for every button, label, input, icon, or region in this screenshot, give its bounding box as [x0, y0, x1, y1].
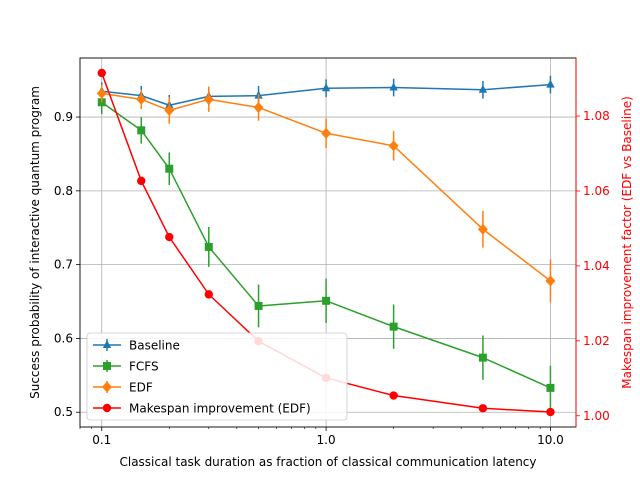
y-axis-label-left: Success probability of interactive quant… [28, 86, 42, 399]
data-point [546, 79, 555, 88]
data-point [389, 391, 398, 400]
y-tick-label-right: 1.08 [583, 109, 610, 123]
data-point [546, 407, 555, 417]
series-layer [96, 68, 556, 417]
data-point [322, 296, 331, 305]
data-point [478, 404, 488, 413]
legend-marker [102, 381, 112, 393]
x-tick-label: 10.0 [537, 433, 564, 447]
x-tick-label: 1.0 [317, 433, 336, 447]
data-point [478, 84, 488, 93]
data-point [165, 232, 174, 242]
data-point [96, 87, 107, 99]
legend-item: FCFS [93, 360, 159, 374]
data-point [137, 126, 146, 135]
y-tick-label-left: 0.9 [54, 110, 73, 124]
y-axis-label-right: Makespan improvement factor (EDF vs Base… [620, 96, 634, 389]
data-point [254, 301, 263, 310]
data-point [253, 101, 264, 113]
data-point [97, 68, 106, 78]
data-point [164, 104, 175, 116]
y-tick-label-right: 1.04 [583, 259, 610, 273]
legend-marker [102, 340, 112, 348]
data-point [321, 83, 331, 92]
legend-item: Makespan improvement (EDF) [93, 402, 311, 416]
legend: Baseline FCFS EDF Makespan improvement (EDF… [86, 332, 348, 421]
legend-box [86, 332, 348, 421]
legend-label: Baseline [129, 339, 180, 353]
y-tick-label-left: 0.5 [54, 405, 73, 419]
data-point [546, 383, 555, 392]
y-tick-label-right: 1.00 [583, 409, 610, 423]
y-tick-label-left: 0.8 [54, 184, 73, 198]
y-tick-label-left: 0.6 [54, 331, 73, 345]
legend-item: EDF [93, 381, 153, 395]
data-point [137, 176, 146, 186]
data-point [204, 242, 213, 251]
data-point [388, 140, 399, 152]
data-point [477, 223, 488, 235]
data-point [545, 275, 556, 287]
legend-label: Makespan improvement (EDF) [129, 402, 311, 416]
series-edf [96, 84, 556, 303]
data-point [321, 127, 332, 139]
data-point [136, 93, 147, 105]
y-tick-label-right: 1.06 [583, 184, 610, 198]
x-axis-label: Classical task duration as fraction of c… [119, 455, 536, 469]
legend-label: FCFS [129, 360, 159, 374]
x-tick-label: 0.1 [92, 433, 111, 447]
axes-layer: 0.1 1.0 10.0 0.5 0.6 0.7 0.8 0.9 1.00 1.02 1.04 1.0… [54, 109, 610, 447]
y-tick-label-left: 0.7 [54, 258, 73, 272]
y-tick-label-right: 1.02 [583, 334, 610, 348]
data-point [165, 164, 174, 173]
data-point [389, 82, 398, 91]
legend-label: EDF [129, 381, 153, 395]
data-point [389, 322, 398, 331]
legend-marker [103, 362, 111, 370]
data-point [204, 290, 213, 299]
data-point [478, 353, 487, 362]
legend-item: Baseline [93, 339, 180, 353]
legend-marker [102, 403, 112, 413]
data-point [203, 93, 214, 105]
